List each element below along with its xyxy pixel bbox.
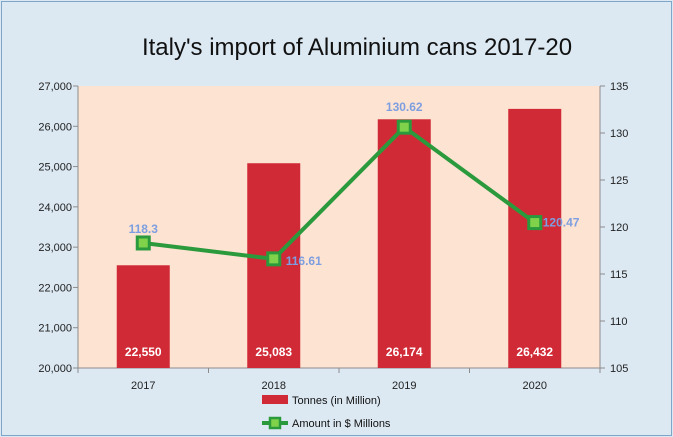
- line-point-marker: [527, 215, 543, 231]
- y-left-tick-label: 26,000: [38, 121, 72, 133]
- data-labels-group: 22,550 25,083 26,174 26,432 118.3 116.61 130.6…: [125, 100, 580, 359]
- bar: [508, 108, 562, 368]
- y-right-tick-label: 130: [610, 128, 628, 140]
- y-right-tick-label: 110: [610, 316, 628, 328]
- x-tick-label: 2018: [262, 380, 286, 392]
- line-point-marker: [135, 235, 151, 251]
- y-left-tick-label: 27,000: [38, 81, 72, 93]
- bar-value-label: 26,432: [516, 345, 553, 359]
- legend: Tonnes (in Million) Amount in $ Millions: [262, 395, 391, 430]
- bar-value-label: 26,174: [386, 345, 423, 359]
- bar: [116, 265, 170, 368]
- x-tick-label: 2017: [131, 380, 155, 392]
- chart-title: Italy's import of Aluminium cans 2017-20: [142, 34, 572, 61]
- y-left-tick-label: 21,000: [38, 323, 72, 335]
- legend-line-label: Amount in $ Millions: [292, 418, 391, 430]
- legend-line-marker: [268, 416, 282, 430]
- y-right-tick-label: 115: [610, 269, 628, 281]
- line-value-label: 130.62: [386, 100, 423, 114]
- x-tick-label: 2019: [392, 380, 416, 392]
- x-tick-label: 2020: [523, 380, 547, 392]
- line-point-marker: [396, 119, 412, 135]
- bar: [377, 119, 431, 368]
- y-right-tick-label: 120: [610, 222, 628, 234]
- line-point-marker: [266, 251, 282, 267]
- bar-value-label: 25,083: [255, 345, 292, 359]
- legend-bar-label: Tonnes (in Million): [292, 395, 381, 407]
- y-left-tick-label: 24,000: [38, 202, 72, 214]
- y-left-tick-label: 22,000: [38, 282, 72, 294]
- line-series-group: [135, 119, 543, 267]
- line-value-label: 120.47: [543, 216, 580, 230]
- bar-value-label: 22,550: [125, 345, 162, 359]
- line-value-label: 116.61: [286, 254, 322, 268]
- line-value-label: 118.3: [129, 222, 159, 236]
- y-right-tick-label: 105: [610, 363, 628, 375]
- line-series-path: [143, 125, 536, 261]
- y-left-tick-label: 25,000: [38, 162, 72, 174]
- y-left-tick-label: 23,000: [38, 242, 72, 254]
- legend-bar-swatch: [262, 395, 288, 404]
- y-right-tick-label: 125: [610, 175, 628, 187]
- y-left-tick-label: 20,000: [38, 363, 72, 375]
- bars-group: [116, 108, 562, 368]
- y-right-tick-label: 135: [610, 81, 628, 93]
